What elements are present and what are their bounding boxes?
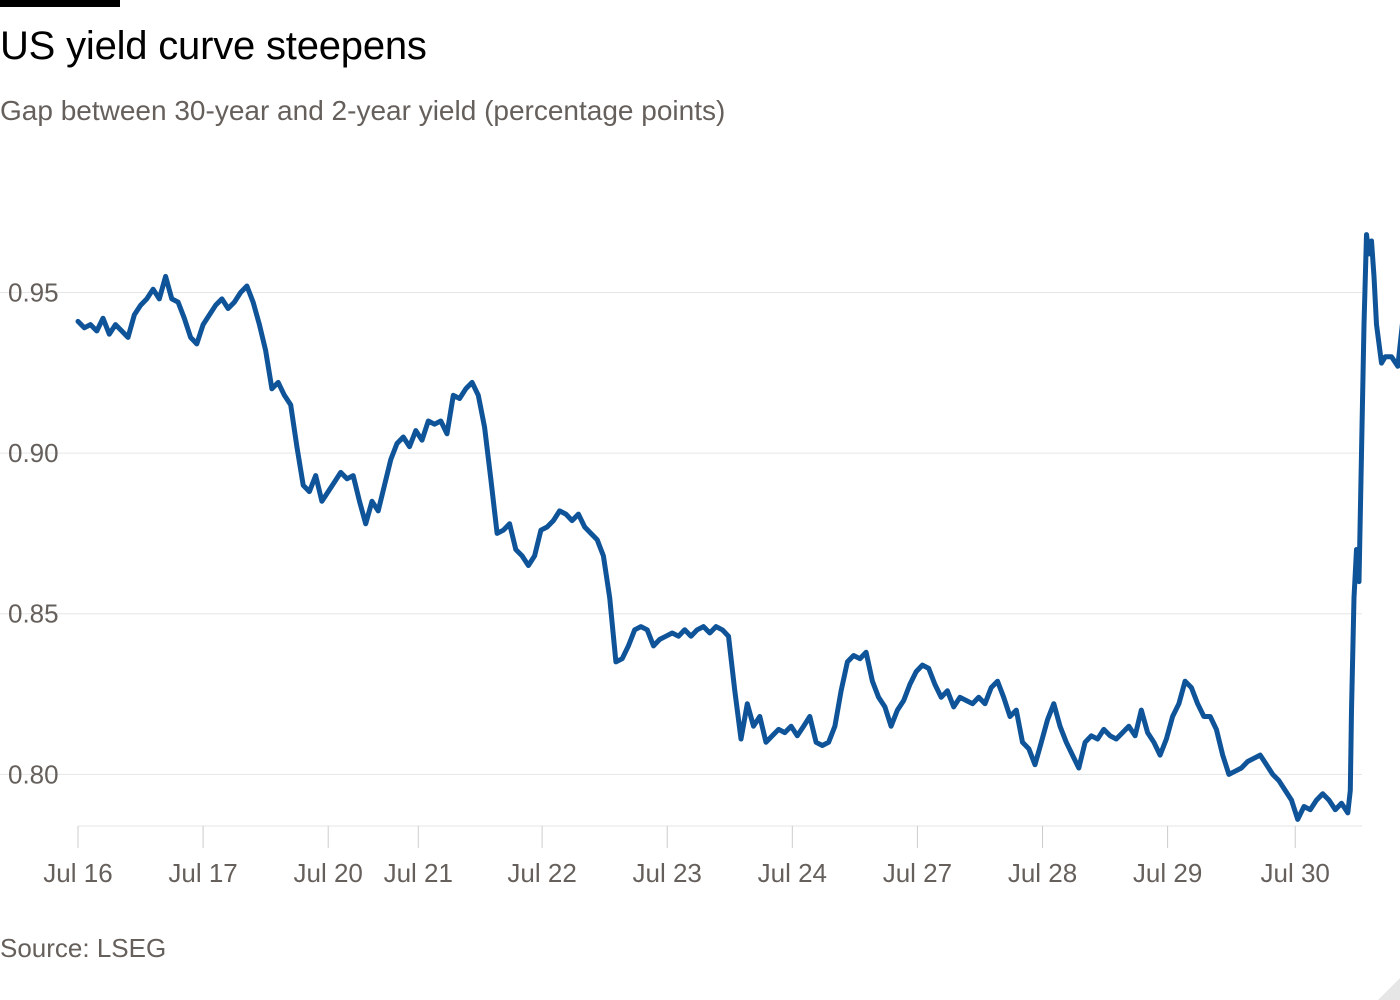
x-tick-label: Jul 27 <box>883 858 952 888</box>
x-tick-label: Jul 16 <box>43 858 112 888</box>
chart-title: US yield curve steepens <box>0 24 427 68</box>
series-line <box>75 232 1400 822</box>
x-tick-label: Jul 22 <box>507 858 576 888</box>
x-tick-label: Jul 30 <box>1261 858 1330 888</box>
series-layer <box>75 232 1400 822</box>
y-tick-label: 0.80 <box>8 759 59 789</box>
resize-corner-icon <box>1378 978 1400 1000</box>
x-tick-label: Jul 17 <box>168 858 237 888</box>
source-note: Source: LSEG <box>0 933 167 963</box>
y-tick-label: 0.95 <box>8 277 59 307</box>
y-tick-label: 0.90 <box>8 438 59 468</box>
x-tick-label: Jul 23 <box>633 858 702 888</box>
x-axis: Jul 16 Jul 17 Jul 20 Jul 21 Jul 22 Jul 23 Jul … <box>43 825 1362 888</box>
x-tick-label: Jul 28 <box>1008 858 1077 888</box>
y-axis: 0.80 0.85 0.90 0.95 <box>8 277 59 789</box>
gridlines <box>0 291 1362 775</box>
x-tick-label: Jul 24 <box>758 858 827 888</box>
top-rule <box>0 0 120 7</box>
chart-subtitle: Gap between 30-year and 2-year yield (pe… <box>0 95 726 126</box>
x-tick-label: Jul 20 <box>294 858 363 888</box>
line-chart: 0.80 0.85 0.90 0.95 Jul 16 Jul 17 Jul 20 Jul 2… <box>0 232 1400 888</box>
y-tick-label: 0.85 <box>8 599 59 629</box>
x-tick-label: Jul 29 <box>1133 858 1202 888</box>
x-tick-label: Jul 21 <box>384 858 453 888</box>
